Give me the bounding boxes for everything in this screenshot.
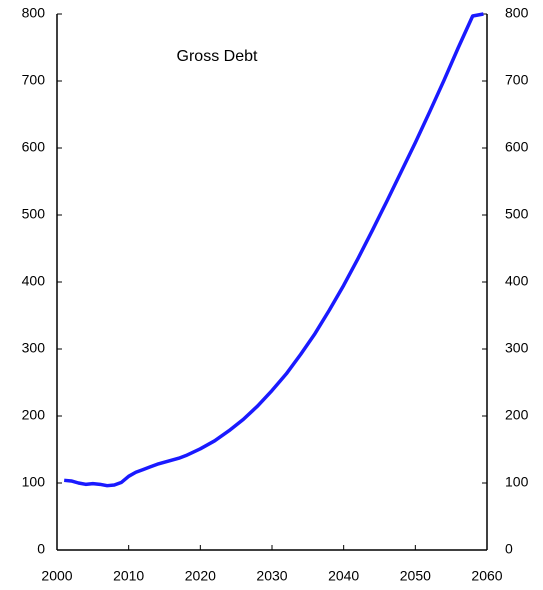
y-tick-label: 400 bbox=[22, 273, 46, 289]
y-tick-label: 0 bbox=[37, 541, 45, 557]
line bbox=[64, 12, 484, 488]
y2-tick-label: 0 bbox=[505, 541, 513, 557]
y2-tick-label: 300 bbox=[505, 340, 529, 356]
y2-tick-label: 800 bbox=[505, 5, 529, 21]
y-tick-label: 500 bbox=[22, 206, 46, 222]
x-tick-label: 2050 bbox=[400, 568, 431, 584]
y2-tick-label: 200 bbox=[505, 407, 529, 423]
x-tick-label: 2040 bbox=[328, 568, 359, 584]
x-tick-label: 2020 bbox=[185, 568, 216, 584]
y2-tick-label: 400 bbox=[505, 273, 529, 289]
y2-tick-label: 100 bbox=[505, 474, 529, 490]
y-tick-label: 600 bbox=[22, 139, 46, 155]
y2-tick-label: 700 bbox=[505, 72, 529, 88]
x-tick-label: 2060 bbox=[471, 568, 502, 584]
y-tick-label: 100 bbox=[22, 474, 46, 490]
y2-tick-label: 600 bbox=[505, 139, 529, 155]
y-tick-label: 300 bbox=[22, 340, 46, 356]
x-tick-label: 2030 bbox=[256, 568, 287, 584]
x-tick-label: 2000 bbox=[41, 568, 72, 584]
x-tick-label: 2010 bbox=[113, 568, 144, 584]
chart-title: Gross Debt bbox=[177, 48, 258, 65]
y2-tick-label: 500 bbox=[505, 206, 529, 222]
y-tick-label: 700 bbox=[22, 72, 46, 88]
y-tick-label: 800 bbox=[22, 5, 46, 21]
y-tick-label: 200 bbox=[22, 407, 46, 423]
